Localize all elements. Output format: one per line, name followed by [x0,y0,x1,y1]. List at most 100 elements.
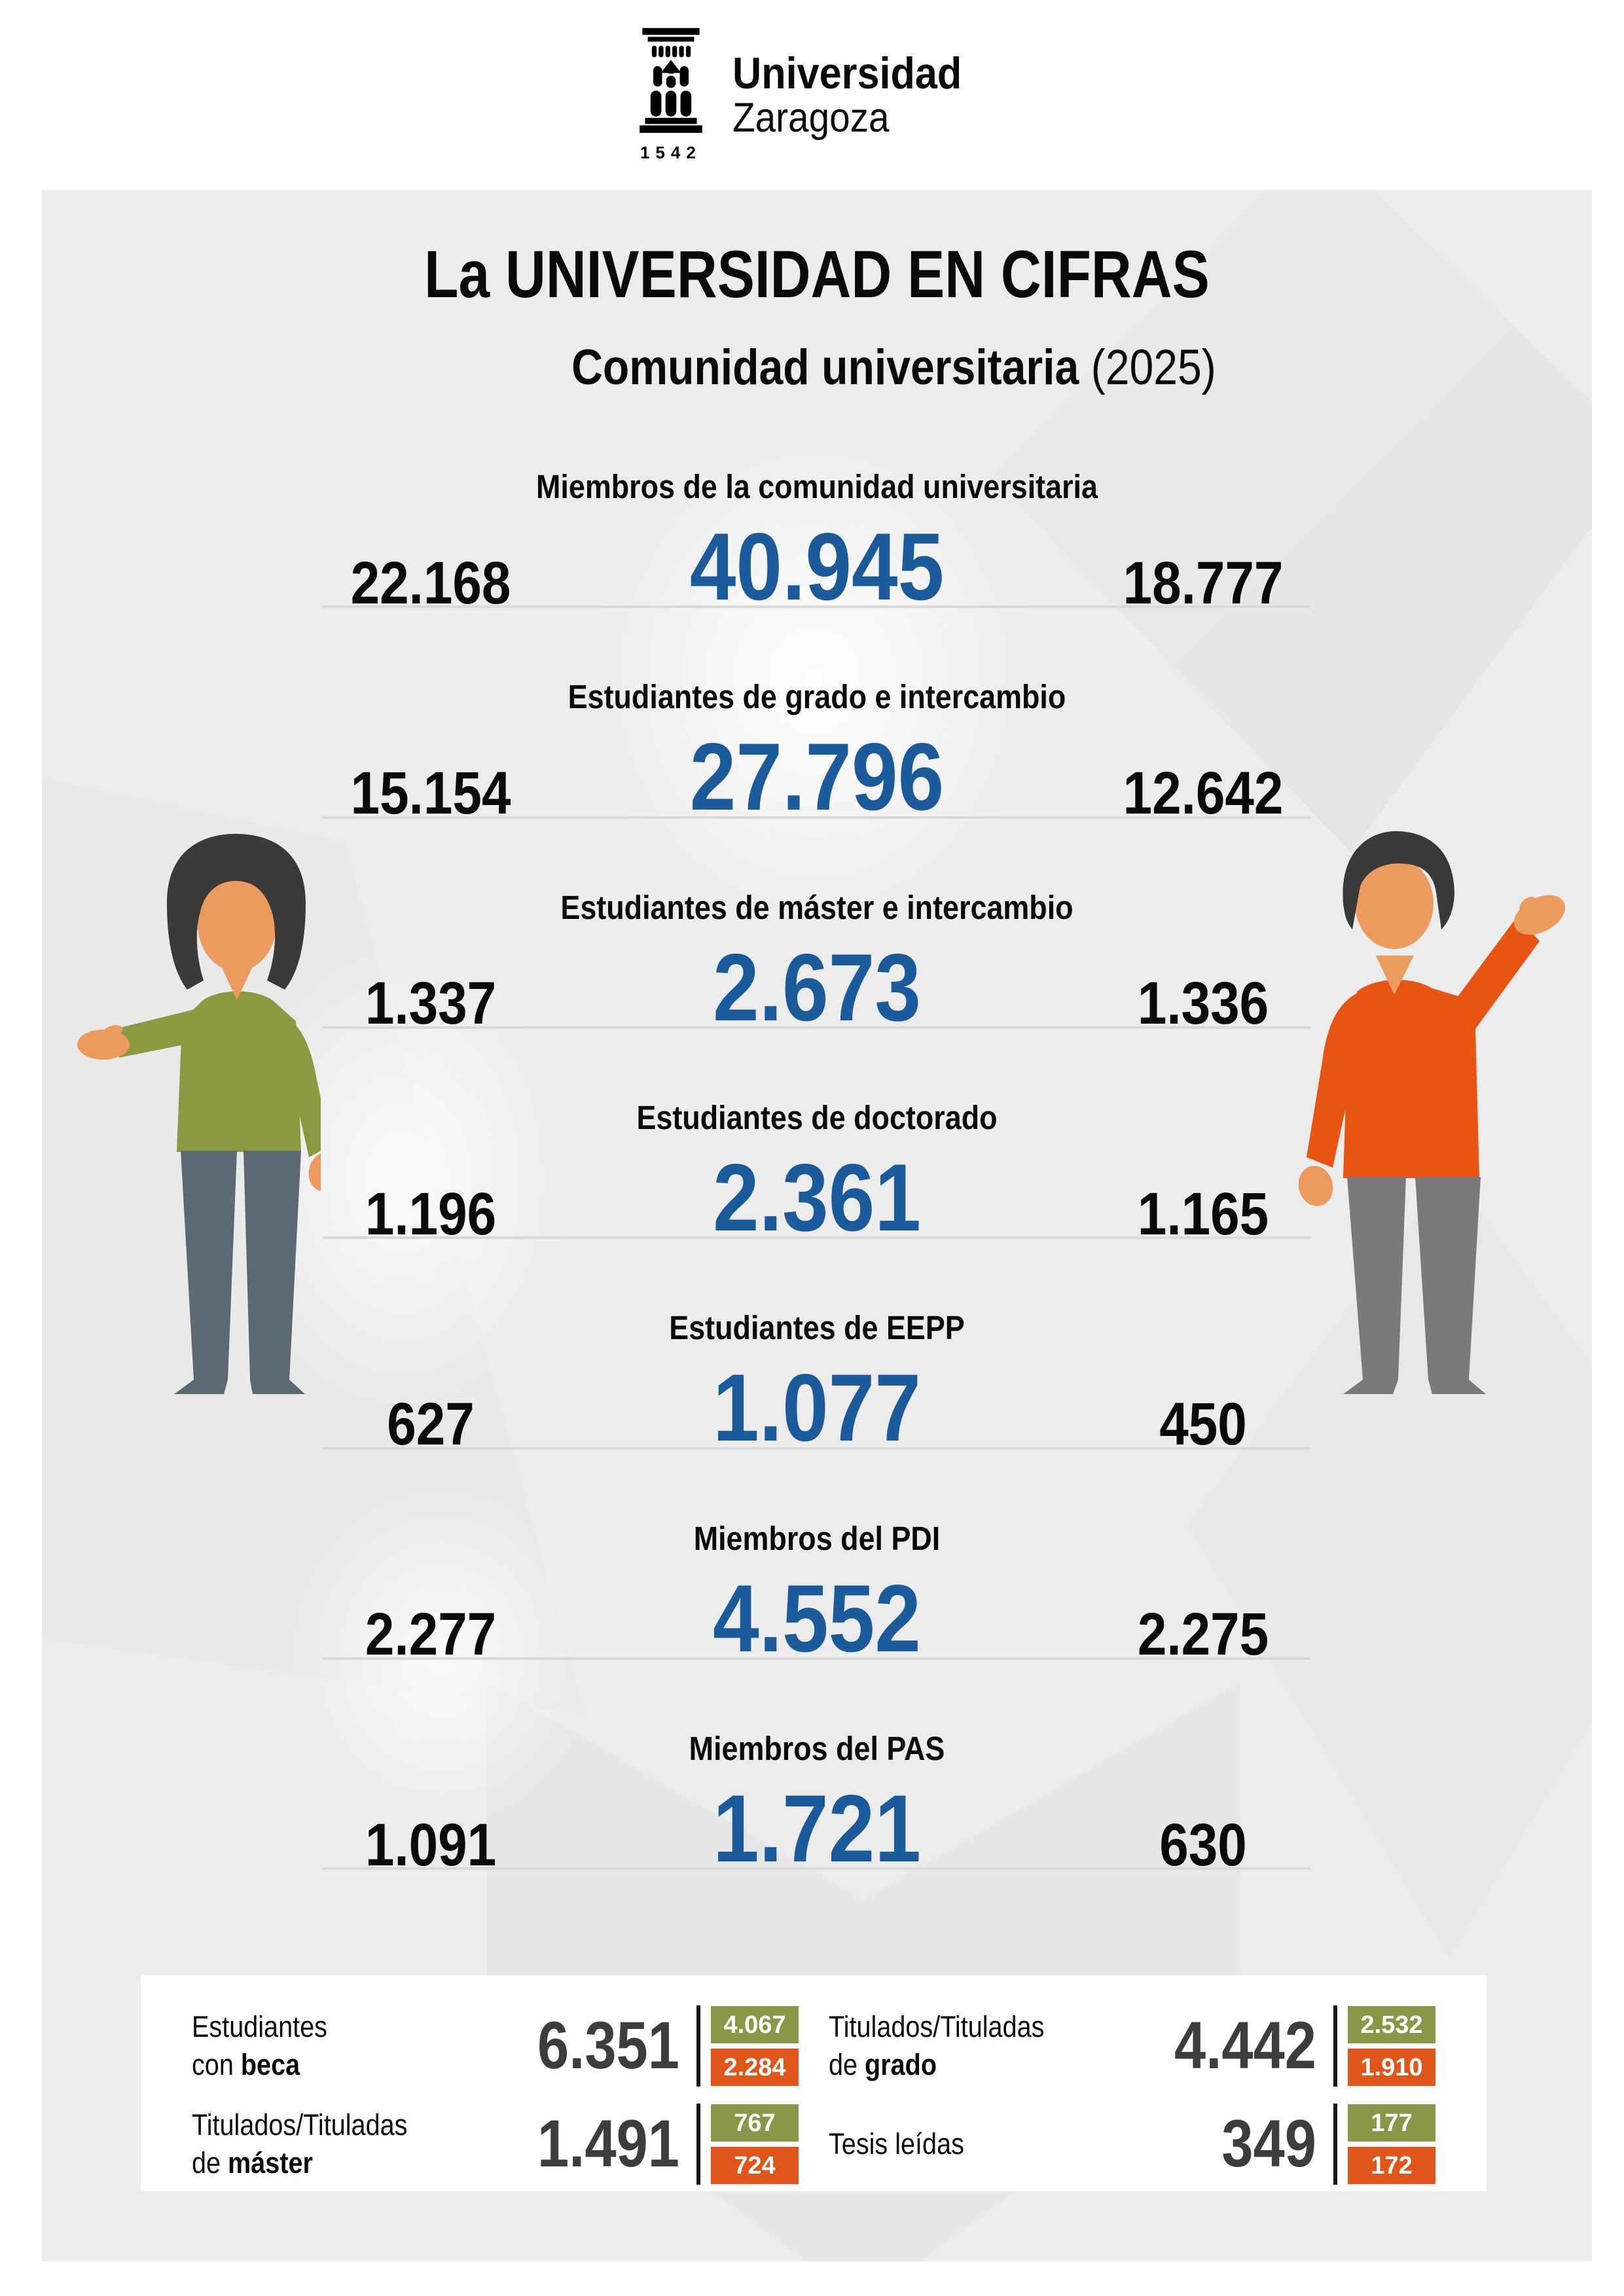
summary-label: Tesis leídas [829,2125,1051,2164]
stat-label: Miembros de la comunidad universitaria [536,468,1098,505]
stat-row-grado: Estudiantes de grado e intercambio 15.15… [42,680,1592,830]
summary-green-value: 767 [711,2104,799,2142]
stat-row-pdi: Miembros del PDI 2.277 4.552 2.275 [42,1522,1592,1672]
infographic-body: La UNIVERSIDAD EN CIFRAS Comunidad unive… [42,190,1592,2261]
stat-total-value: 1.721 [713,1774,921,1882]
wordmark-line2: Zaragoza [732,94,890,141]
summary-total-value: 6.351 [537,2008,679,2083]
wordmark-line1: Universidad [732,48,962,99]
university-wordmark: Universidad Zaragoza [732,48,987,141]
man-face [1355,857,1434,949]
founded-year: 1542 [640,142,702,162]
stat-values: 1.091 1.721 630 [293,1774,1341,1882]
summary-label-prefix: con [192,2048,241,2081]
stat-left-value: 1.196 [365,1180,497,1247]
stat-label: Estudiantes de máster e intercambio [560,888,1074,926]
man-left-leg [1347,1177,1406,1380]
summary-orange-value: 724 [711,2147,799,2184]
stat-left-value: 627 [387,1390,475,1458]
man-left-foot [1343,1380,1398,1394]
stat-total-value: 40.945 [689,513,945,620]
summary-breakdown: 177 172 [1348,2104,1435,2184]
summary-label-prefix: de [829,2048,865,2081]
man-right-foot [1428,1380,1486,1394]
stat-right-value: 630 [1159,1811,1247,1878]
stat-right-value: 450 [1159,1390,1247,1458]
stat-label: Miembros del PAS [689,1729,945,1767]
stat-right-value: 1.336 [1137,970,1269,1037]
stat-total-value: 2.673 [713,933,921,1041]
stat-total-value: 27.796 [689,723,945,831]
stat-right-value: 12.642 [1123,760,1284,827]
man-hair [1343,831,1454,929]
summary-item-titulados-master: Titulados/Tituladas de máster 1.491 767 … [192,2104,799,2185]
summary-item-titulados-grado: Titulados/Tituladas de grado 4.442 2.532… [829,2005,1435,2087]
stat-label: Estudiantes de doctorado [636,1098,998,1136]
summary-total-value: 1.491 [537,2106,679,2181]
summary-breakdown: 2.532 1.910 [1348,2006,1435,2086]
summary-item-tesis: Tesis leídas 349 177 172 [829,2104,1435,2185]
stat-left-value: 22.168 [350,549,511,617]
summary-item-becas: Estudiantes con beca 6.351 4.067 2.284 [192,2005,799,2087]
page-title: La UNIVERSIDAD EN CIFRAS [424,237,1210,312]
stat-values: 1.337 2.673 1.336 [293,933,1341,1041]
summary-green-value: 2.532 [1348,2006,1435,2043]
summary-total-value: 349 [1221,2106,1316,2181]
summary-label-line2: con beca [192,2046,388,2085]
summary-label-line1: Titulados/Tituladas [829,2009,1045,2043]
stat-values: 1.196 2.361 1.165 [293,1143,1341,1251]
summary-panel: Estudiantes con beca 6.351 4.067 2.284 T… [141,1975,1487,2191]
stat-values: 15.154 27.796 12.642 [293,723,1341,831]
stat-total-value: 1.077 [713,1354,921,1462]
summary-label-bold: grado [865,2048,937,2081]
summary-label: Titulados/Tituladas de máster [192,2106,414,2183]
man-left-hand [1298,1166,1333,1206]
page-subtitle: Comunidad universitaria (2025) [219,343,1568,393]
summary-label-bold: beca [240,2048,300,2081]
stat-label: Estudiantes de grado e intercambio [568,678,1066,716]
stat-left-value: 15.154 [350,760,511,827]
summary-divider [1333,2005,1337,2087]
summary-breakdown: 767 724 [711,2104,799,2184]
stat-left-value: 1.091 [365,1811,497,1878]
subtitle-year: (2025) [1079,340,1216,395]
stat-right-value: 1.165 [1137,1180,1269,1247]
stat-values: 2.277 4.552 2.275 [293,1564,1341,1672]
man-figure-illustration [1298,831,1566,1394]
summary-label: Titulados/Tituladas de grado [829,2008,1051,2085]
stat-left-value: 2.277 [365,1601,497,1668]
summary-label-line2: de grado [829,2046,1024,2085]
header-logo-band: 1542 Universidad Zaragoza [0,0,1624,190]
stat-row-eepp: Estudiantes de EEPP 627 1.077 450 [42,1311,1592,1461]
stat-row-master: Estudiantes de máster e intercambio 1.33… [42,891,1592,1041]
subtitle-main: Comunidad universitaria [571,340,1079,395]
summary-breakdown: 4.067 2.284 [711,2006,799,2086]
summary-orange-value: 1.910 [1348,2049,1435,2086]
summary-divider [696,2104,700,2185]
man-raised-arm [1457,916,1540,1029]
summary-label-line1: Estudiantes [192,2009,327,2043]
summary-total-value: 4.442 [1174,2008,1316,2083]
man-neck [1376,956,1414,995]
summary-label-line1: Titulados/Tituladas [192,2108,408,2142]
summary-label-prefix: de [192,2146,228,2179]
summary-label-bold: máster [228,2146,313,2179]
man-right-leg [1415,1177,1481,1380]
stat-total-value: 2.361 [713,1143,921,1251]
stat-total-value: 4.552 [713,1564,921,1672]
summary-label-line2: de máster [192,2144,388,2183]
summary-orange-value: 2.284 [711,2049,799,2086]
stat-row-comunidad: Miembros de la comunidad universitaria 2… [42,470,1592,620]
stat-row-pas: Miembros del PAS 1.091 1.721 630 [42,1732,1592,1882]
stat-values: 22.168 40.945 18.777 [293,513,1341,620]
man-torso [1343,979,1479,1178]
summary-label: Estudiantes con beca [192,2008,414,2085]
summary-orange-value: 172 [1348,2147,1435,2184]
stat-right-value: 2.275 [1137,1601,1269,1668]
summary-green-value: 4.067 [711,2006,799,2043]
stat-row-doctorado: Estudiantes de doctorado 1.196 2.361 1.1… [42,1101,1592,1251]
stat-left-value: 1.337 [365,970,497,1037]
stats-list: Miembros de la comunidad universitaria 2… [42,470,1592,1882]
summary-divider [696,2005,700,2087]
